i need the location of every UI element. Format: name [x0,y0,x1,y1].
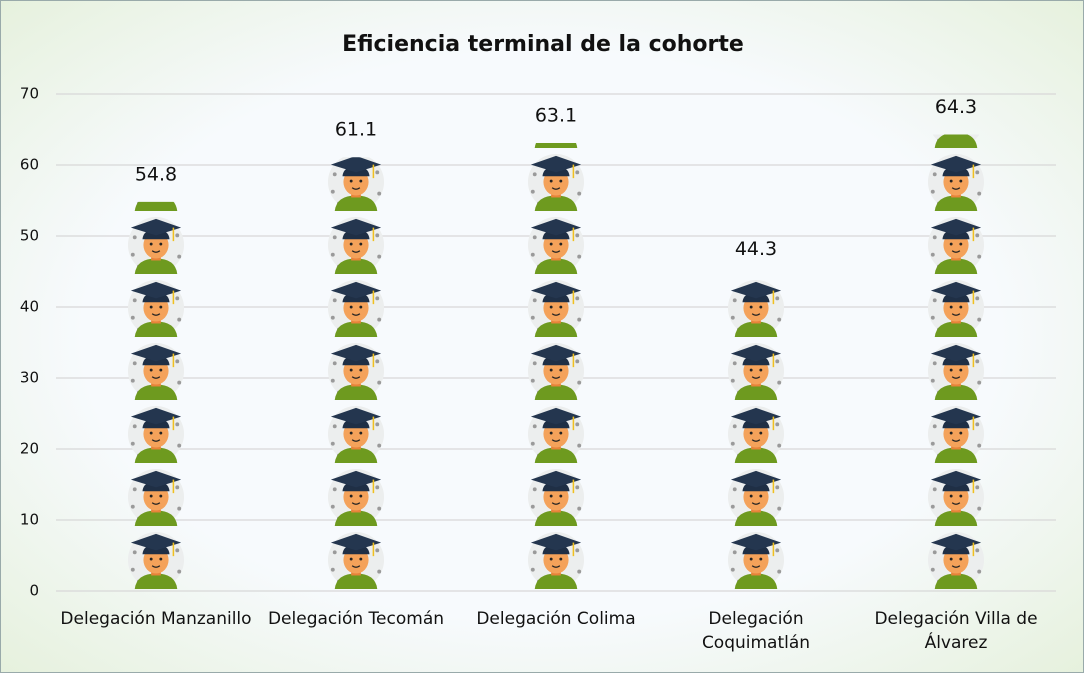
x-tick-label: Delegación Villa de Álvarez [858,607,1054,655]
value-label: 44.3 [735,238,777,260]
bar [528,91,584,589]
graduate-icon [928,154,984,211]
value-label: 54.8 [135,163,177,185]
x-tick-label: Delegación Colima [458,607,654,631]
graduate-icon [528,532,584,589]
bar [328,154,384,589]
graduate-icon [128,406,184,463]
graduate-icon [728,280,784,337]
y-tick-label: 20 [20,440,39,458]
graduate-icon [928,406,984,463]
value-label: 63.1 [535,104,577,126]
graduate-icon [528,343,584,400]
graduate-icon [128,280,184,337]
graduate-icon [928,343,984,400]
graduate-icon [728,532,784,589]
graduate-icon [728,406,784,463]
graduate-icon [928,280,984,337]
y-tick-label: 70 [20,85,39,103]
graduate-icon [328,280,384,337]
chart-svg: Eficiencia terminal de la cohorte 0 10 20 3… [1,1,1084,673]
value-label: 61.1 [335,119,377,141]
graduate-icon [328,343,384,400]
x-tick-label: Delegación Tecomán [258,607,454,631]
bar [128,154,184,589]
graduate-icon [128,532,184,589]
graduate-icon [728,469,784,526]
value-label: 64.3 [935,96,977,118]
y-tick-label: 60 [20,156,39,174]
graduate-icon [128,217,184,274]
graduate-icon [928,532,984,589]
graduate-icon [328,532,384,589]
graduate-icon [328,469,384,526]
graduate-icon [928,217,984,274]
x-tick-label: Delegación Coquimatlán [658,607,854,655]
graduate-icon [128,469,184,526]
y-tick-label: 40 [20,298,39,316]
chart: Eficiencia terminal de la cohorte 0 10 20 3… [0,0,1084,673]
graduate-icon [528,280,584,337]
y-tick-label: 0 [29,582,39,600]
graduate-icon [528,217,584,274]
y-tick-label: 50 [20,227,39,245]
bar [728,280,784,589]
graduate-icon [328,154,384,211]
graduate-icon [328,406,384,463]
chart-title: Eficiencia terminal de la cohorte [342,32,744,57]
y-tick-label: 10 [20,511,39,529]
x-tick-label: Delegación Manzanillo [58,607,254,631]
graduate-icon [328,217,384,274]
bar [928,91,984,589]
graduate-icon [528,469,584,526]
graduate-icon [528,154,584,211]
y-tick-label: 30 [20,369,39,387]
graduate-icon [528,406,584,463]
graduate-icon [728,343,784,400]
graduate-icon [928,469,984,526]
graduate-icon [128,343,184,400]
